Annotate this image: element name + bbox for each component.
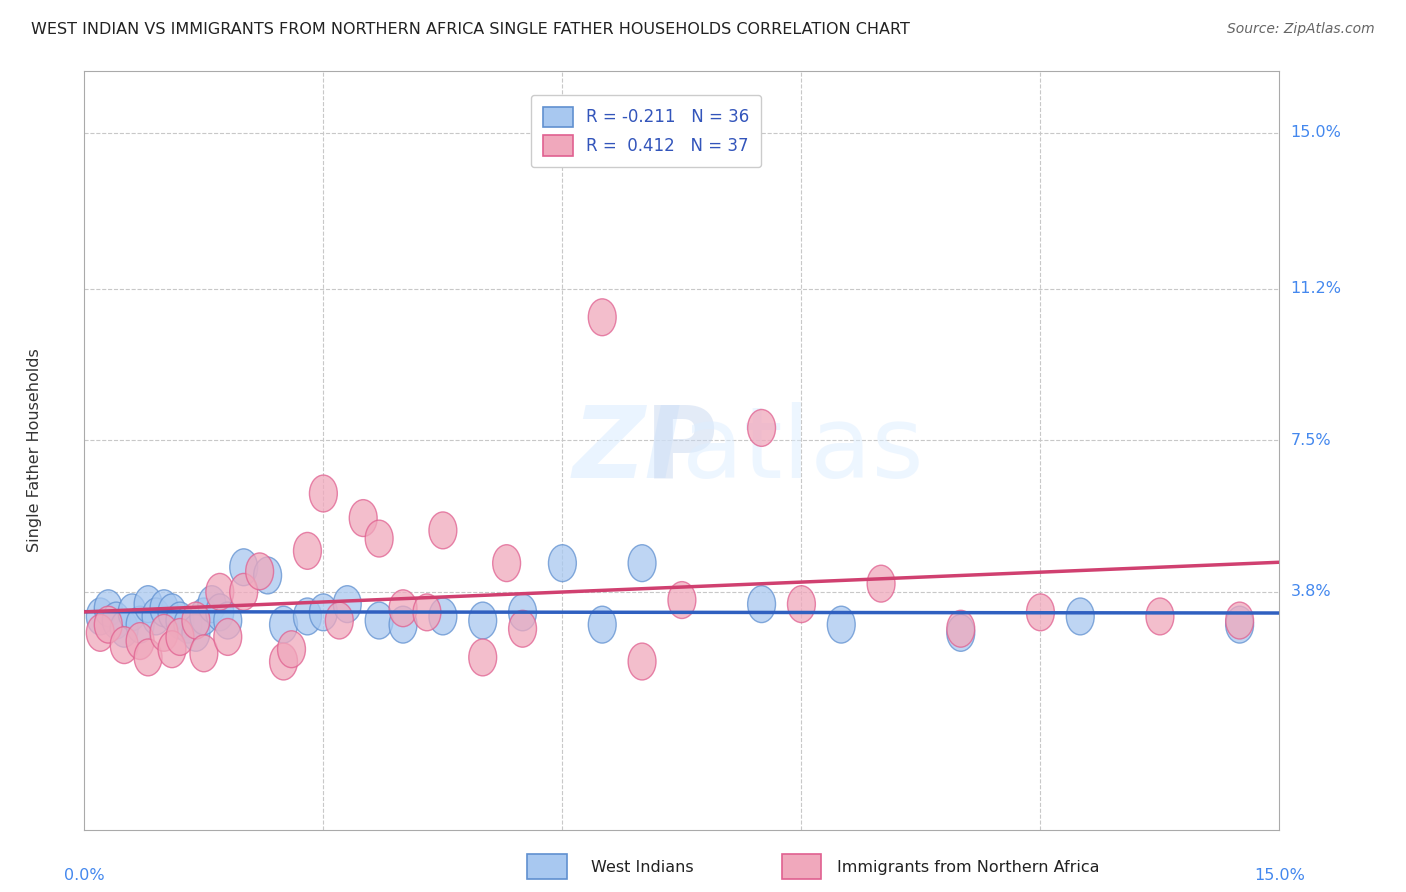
Ellipse shape: [214, 602, 242, 639]
Ellipse shape: [588, 299, 616, 335]
Text: 7.5%: 7.5%: [1291, 433, 1331, 448]
Ellipse shape: [127, 607, 155, 643]
Text: Source: ZipAtlas.com: Source: ZipAtlas.com: [1227, 22, 1375, 37]
Ellipse shape: [181, 615, 209, 651]
Ellipse shape: [1226, 607, 1254, 643]
Text: ZI: ZI: [572, 402, 682, 499]
Ellipse shape: [389, 590, 418, 627]
Ellipse shape: [787, 586, 815, 623]
Ellipse shape: [294, 598, 322, 635]
Text: 15.0%: 15.0%: [1254, 869, 1305, 883]
Ellipse shape: [205, 594, 233, 631]
Ellipse shape: [1146, 598, 1174, 635]
Ellipse shape: [118, 594, 146, 631]
Ellipse shape: [509, 610, 537, 648]
Ellipse shape: [190, 635, 218, 672]
Ellipse shape: [86, 615, 114, 651]
Ellipse shape: [366, 602, 394, 639]
Ellipse shape: [110, 610, 138, 648]
Ellipse shape: [214, 618, 242, 656]
Ellipse shape: [142, 598, 170, 635]
Ellipse shape: [94, 607, 122, 643]
Ellipse shape: [588, 607, 616, 643]
Ellipse shape: [413, 594, 441, 631]
Text: West Indians: West Indians: [591, 860, 693, 874]
Ellipse shape: [468, 602, 496, 639]
Ellipse shape: [827, 607, 855, 643]
Ellipse shape: [946, 615, 974, 651]
Ellipse shape: [270, 643, 298, 680]
Ellipse shape: [205, 574, 233, 610]
Ellipse shape: [748, 409, 776, 446]
Ellipse shape: [86, 598, 114, 635]
Ellipse shape: [166, 618, 194, 656]
Ellipse shape: [309, 475, 337, 512]
Ellipse shape: [174, 607, 202, 643]
Text: 3.8%: 3.8%: [1291, 584, 1331, 599]
Ellipse shape: [127, 623, 155, 659]
Ellipse shape: [1026, 594, 1054, 631]
Text: P: P: [645, 402, 718, 499]
Text: Immigrants from Northern Africa: Immigrants from Northern Africa: [837, 860, 1099, 874]
Legend: R = -0.211   N = 36, R =  0.412   N = 37: R = -0.211 N = 36, R = 0.412 N = 37: [531, 95, 761, 167]
Ellipse shape: [166, 602, 194, 639]
Ellipse shape: [277, 631, 305, 668]
Ellipse shape: [246, 553, 274, 590]
Ellipse shape: [181, 602, 209, 639]
Ellipse shape: [229, 549, 257, 586]
Ellipse shape: [468, 639, 496, 676]
Ellipse shape: [309, 594, 337, 631]
Ellipse shape: [1226, 602, 1254, 639]
Text: atlas: atlas: [682, 402, 924, 499]
Ellipse shape: [868, 566, 896, 602]
Ellipse shape: [157, 631, 186, 668]
Text: WEST INDIAN VS IMMIGRANTS FROM NORTHERN AFRICA SINGLE FATHER HOUSEHOLDS CORRELAT: WEST INDIAN VS IMMIGRANTS FROM NORTHERN …: [31, 22, 910, 37]
Text: Single Father Households: Single Father Households: [27, 349, 42, 552]
Ellipse shape: [1066, 598, 1094, 635]
Ellipse shape: [628, 643, 657, 680]
Ellipse shape: [198, 586, 226, 623]
Ellipse shape: [429, 512, 457, 549]
Text: 11.2%: 11.2%: [1291, 281, 1341, 296]
Ellipse shape: [366, 520, 394, 557]
Ellipse shape: [157, 594, 186, 631]
Ellipse shape: [548, 545, 576, 582]
Ellipse shape: [333, 586, 361, 623]
Ellipse shape: [946, 610, 974, 648]
Ellipse shape: [150, 615, 179, 651]
Ellipse shape: [94, 590, 122, 627]
Ellipse shape: [270, 607, 298, 643]
Ellipse shape: [103, 602, 131, 639]
Ellipse shape: [110, 627, 138, 664]
Ellipse shape: [628, 545, 657, 582]
Ellipse shape: [150, 590, 179, 627]
Ellipse shape: [492, 545, 520, 582]
Ellipse shape: [748, 586, 776, 623]
Ellipse shape: [134, 639, 162, 676]
Ellipse shape: [294, 533, 322, 569]
Ellipse shape: [429, 598, 457, 635]
Ellipse shape: [349, 500, 377, 536]
Text: 15.0%: 15.0%: [1291, 126, 1341, 140]
Ellipse shape: [509, 594, 537, 631]
Ellipse shape: [325, 602, 353, 639]
Ellipse shape: [253, 557, 281, 594]
Ellipse shape: [190, 598, 218, 635]
Ellipse shape: [389, 607, 418, 643]
Ellipse shape: [668, 582, 696, 618]
Ellipse shape: [229, 574, 257, 610]
Ellipse shape: [134, 586, 162, 623]
Text: 0.0%: 0.0%: [65, 869, 104, 883]
